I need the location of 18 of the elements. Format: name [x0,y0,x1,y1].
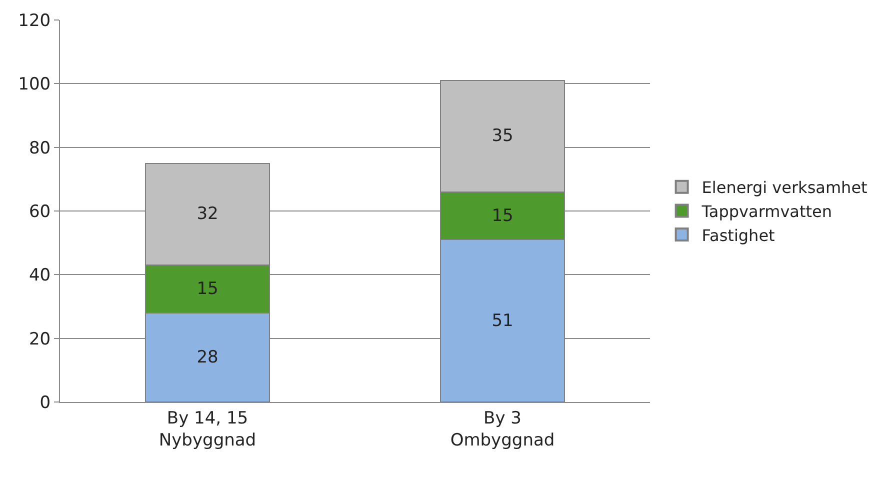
data-label: 35 [492,126,514,146]
y-tick-label: 100 [18,74,51,95]
y-tick-label: 20 [28,329,51,350]
data-label: 51 [492,310,514,331]
y-tick-label: 120 [18,10,51,31]
legend-label: Fastighet [702,226,775,245]
y-tick-label: 40 [28,266,51,286]
x-tick-label: By 14, 15 Nybyggnad [158,408,256,450]
data-label: 15 [492,206,514,226]
legend-label: Elenergi verksamhet [702,178,868,198]
data-label: 32 [196,204,218,224]
y-tick-label: 60 [28,202,51,222]
y-tick-label: 0 [40,392,51,413]
legend-label: Tappvarmvatten [700,202,832,221]
y-tick-label: 80 [28,138,51,158]
data-label: 15 [196,278,218,299]
x-tick-label: By 3 Ombyggnad [450,408,555,450]
data-label: 28 [196,347,218,368]
